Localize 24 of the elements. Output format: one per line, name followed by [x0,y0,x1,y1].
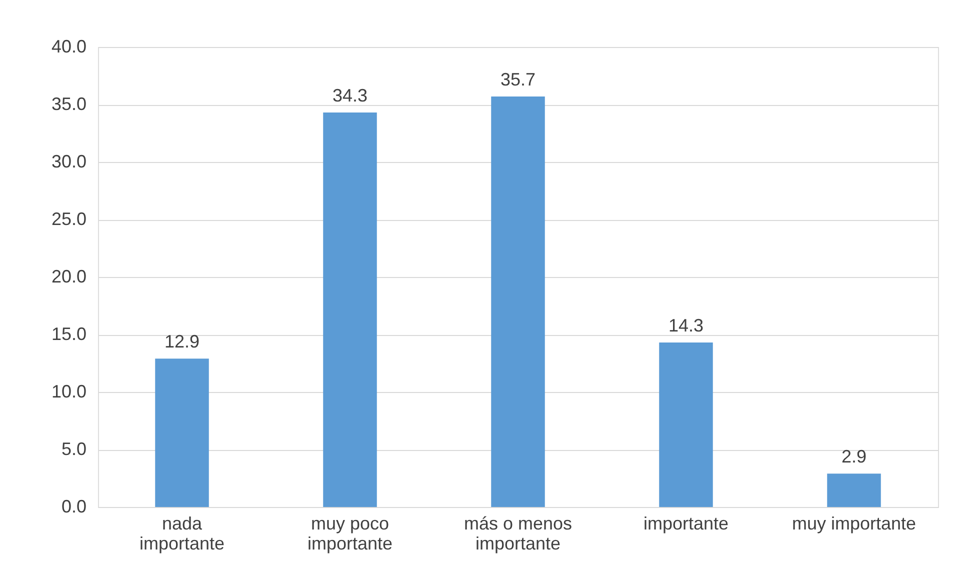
data-label: 12.9 [164,332,200,352]
y-tick-label: 30.0 [51,152,86,172]
y-tick-label: 25.0 [51,209,86,229]
bar [491,96,545,507]
y-tick-label: 35.0 [51,94,86,114]
bar [659,342,713,507]
x-tick-label: más o menos importante [464,514,572,554]
data-label: 14.3 [668,316,704,336]
y-tick-label: 0.0 [61,496,86,516]
x-tick-label: nada importante [139,514,225,554]
y-tick-label: 10.0 [51,382,86,402]
y-tick-label: 15.0 [51,324,86,344]
data-label: 2.9 [841,446,867,467]
data-label: 35.7 [500,69,536,90]
x-tick-label: importante [643,514,729,534]
x-tick-label: muy importante [792,514,916,534]
bar [155,358,209,507]
x-tick-label: muy poco importante [307,514,393,554]
bar [827,474,881,507]
y-tick-label: 40.0 [51,36,86,56]
y-tick-label: 20.0 [51,266,86,286]
data-label: 34.3 [332,86,368,106]
bar [323,112,377,507]
y-tick-label: 5.0 [61,439,86,459]
